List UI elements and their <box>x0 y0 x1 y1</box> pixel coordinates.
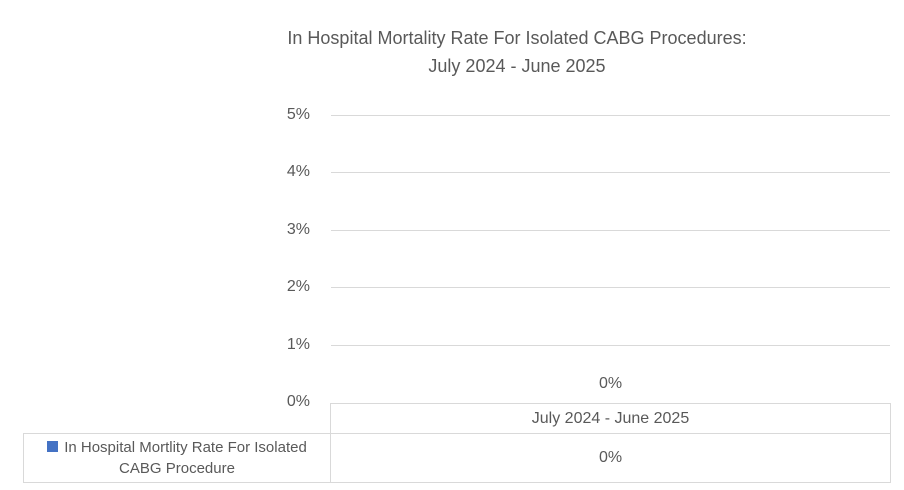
data-table-value-cell: 0% <box>330 433 891 483</box>
y-axis-tick-3pct: 3% <box>286 221 310 238</box>
legend-entry: In Hospital Mortlity Rate For Isolated <box>47 437 307 458</box>
y-axis-tick-0pct: 0% <box>286 393 310 410</box>
chart-title-line1: In Hospital Mortality Rate For Isolated … <box>287 28 747 48</box>
gridline-2pct <box>331 287 890 288</box>
chart-title: In Hospital Mortality Rate For Isolated … <box>167 24 867 80</box>
gridline-4pct <box>331 172 890 173</box>
data-table-legend-cell: In Hospital Mortlity Rate For Isolated C… <box>23 433 331 483</box>
data-table-value-label: 0% <box>598 449 623 466</box>
y-axis-tick-2pct: 2% <box>286 278 310 295</box>
y-axis-tick-1pct: 1% <box>286 336 310 353</box>
x-axis-category-cell: July 2024 - June 2025 <box>330 403 891 434</box>
x-axis-category-label: July 2024 - June 2025 <box>531 409 690 427</box>
legend-marker-icon <box>47 441 59 452</box>
chart-title-line2: July 2024 - June 2025 <box>428 56 606 76</box>
y-axis-tick-4pct: 4% <box>286 163 310 180</box>
gridline-1pct <box>331 345 890 346</box>
bar-data-label: 0% <box>598 375 623 392</box>
gridline-3pct <box>331 230 890 231</box>
y-axis-tick-5pct: 5% <box>286 106 310 123</box>
legend-label-line1: In Hospital Mortlity Rate For Isolated <box>64 439 307 456</box>
legend-label-line2: CABG Procedure <box>119 460 235 477</box>
gridline-5pct <box>331 115 890 116</box>
